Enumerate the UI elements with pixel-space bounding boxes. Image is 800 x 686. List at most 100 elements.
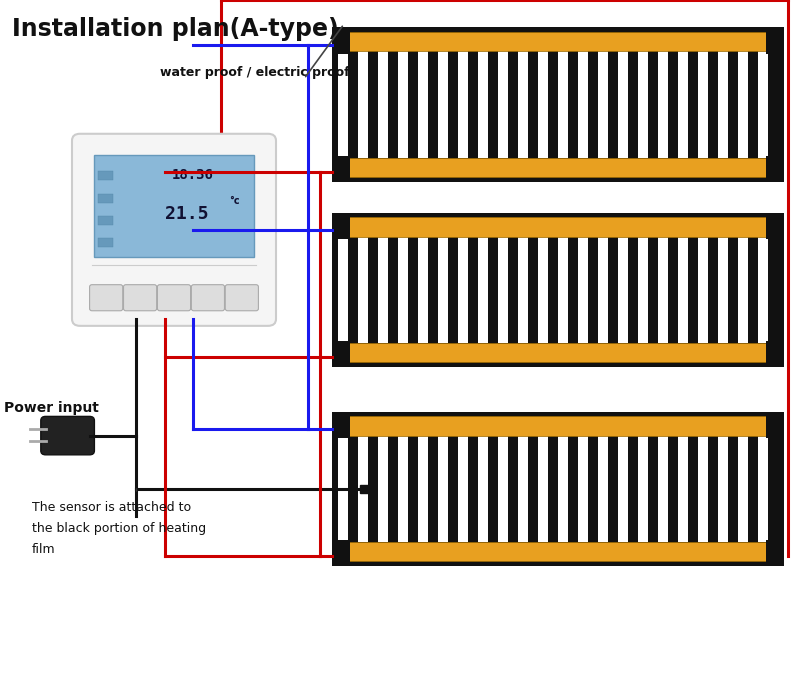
Bar [628,436,638,542]
Bar [368,237,378,343]
Bar [458,237,468,343]
Bar [428,51,438,158]
Bar [388,436,398,542]
Bar [478,237,488,343]
Bar [408,436,418,542]
Bar [668,237,678,343]
Bar [548,51,558,158]
Bar [332,540,350,563]
Bar [348,237,358,343]
Bar [708,51,718,158]
Bar [518,237,528,343]
Bar [648,237,658,343]
Bar [708,237,718,343]
Bar [678,51,688,158]
Bar [528,436,538,542]
Bar [332,30,350,54]
Bar [608,237,618,343]
Bar [338,32,778,51]
Bar [766,215,784,239]
Text: Installation plan(A-type): Installation plan(A-type) [12,17,338,41]
Bar [768,237,778,343]
Text: 21.5: 21.5 [165,205,209,223]
Bar [408,51,418,158]
Bar [568,436,578,542]
Bar [498,436,508,542]
Bar [648,51,658,158]
Bar [458,436,468,542]
Bar [338,217,778,237]
Text: water proof / electric proof: water proof / electric proof [160,66,350,78]
Bar [668,51,678,158]
Bar [438,51,448,158]
Bar [518,51,528,158]
Bar [98,193,113,202]
Bar [678,436,688,542]
Bar [338,51,348,158]
Bar [758,51,768,158]
Bar [738,436,748,542]
FancyBboxPatch shape [158,285,190,311]
Bar [508,51,518,158]
Bar [598,51,608,158]
Bar [398,51,408,158]
Bar [528,51,538,158]
Bar [338,158,778,177]
Bar [338,343,778,362]
Bar [748,237,758,343]
Bar [728,237,738,343]
Bar [548,436,558,542]
Bar [378,237,388,343]
Bar [628,51,638,158]
Bar [698,436,708,542]
Bar [368,51,378,158]
Bar [98,239,113,248]
Bar [658,51,668,158]
Bar [508,436,518,542]
Bar [448,436,458,542]
Bar [628,237,638,343]
Bar [338,436,348,542]
Bar [332,213,784,367]
Bar [638,237,648,343]
Bar [648,436,658,542]
Bar [538,51,548,158]
Bar [558,51,568,158]
FancyBboxPatch shape [72,134,276,326]
Bar [738,51,748,158]
Bar [588,51,598,158]
Bar [748,436,758,542]
Bar [332,341,350,364]
Bar [678,237,688,343]
Bar [468,436,478,542]
Bar [488,51,498,158]
Bar [488,237,498,343]
Bar [578,436,588,542]
Bar [448,51,458,158]
Bar [766,30,784,54]
Bar [568,237,578,343]
Bar [338,237,348,343]
Bar [766,341,784,364]
Bar [478,51,488,158]
Bar [358,237,368,343]
Bar [332,215,350,239]
FancyBboxPatch shape [90,285,122,311]
Bar [718,51,728,158]
Bar [568,51,578,158]
Bar [468,51,478,158]
Bar [768,436,778,542]
Bar [608,436,618,542]
FancyBboxPatch shape [123,285,157,311]
Bar [688,237,698,343]
Bar [588,436,598,542]
Bar [766,414,784,438]
Bar [438,436,448,542]
Bar [768,51,778,158]
Bar [598,237,608,343]
Bar [718,237,728,343]
Bar [428,436,438,542]
Bar [658,237,668,343]
Bar [766,540,784,563]
Bar [758,237,768,343]
